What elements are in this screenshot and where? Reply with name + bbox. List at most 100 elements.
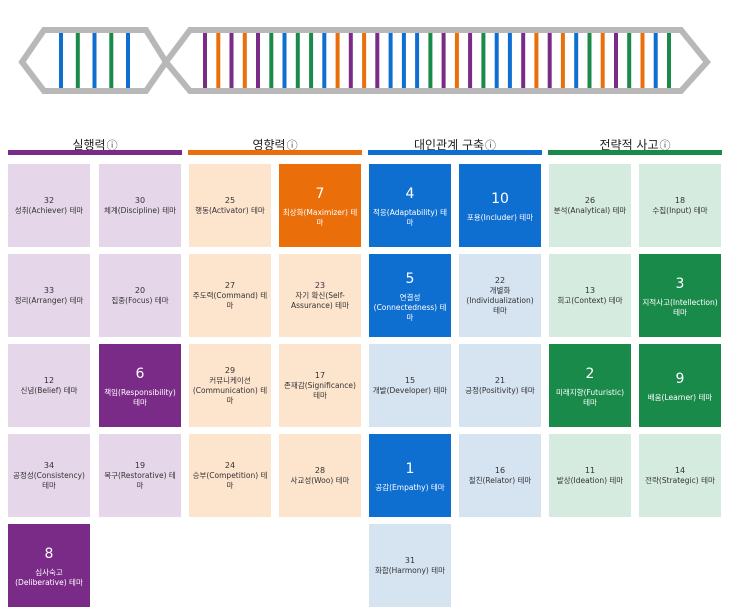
theme-rank: 6 bbox=[135, 365, 145, 382]
dna-long-stripes bbox=[203, 33, 671, 88]
theme-tile-positivity[interactable]: 21 긍정(Positivity) 테마 bbox=[459, 344, 541, 427]
theme-rank: 1 bbox=[405, 460, 415, 477]
theme-tile-activator[interactable]: 25 행동(Activator) 테마 bbox=[189, 164, 271, 247]
theme-rank: 8 bbox=[44, 545, 54, 562]
theme-tile-analytical[interactable]: 26 분석(Analytical) 테마 bbox=[549, 164, 631, 247]
theme-tile-deliberative[interactable]: 8 심사숙고(Deliberative) 테마 bbox=[8, 524, 90, 607]
theme-tile-context[interactable]: 13 회고(Context) 테마 bbox=[549, 254, 631, 337]
dna-stripe-blue bbox=[653, 33, 658, 88]
theme-tile-harmony[interactable]: 31 화합(Harmony) 테마 bbox=[369, 524, 451, 607]
dna-stripe-orange bbox=[242, 33, 247, 88]
dna-strand-graphic bbox=[18, 27, 711, 94]
info-icon[interactable]: ⓘ bbox=[106, 139, 118, 152]
theme-tile-intellection[interactable]: 3 지적사고(Intellection) 테마 bbox=[639, 254, 721, 337]
dna-stripe-green bbox=[109, 33, 114, 88]
theme-name: 행동(Activator) 테마 bbox=[195, 206, 265, 215]
dna-stripe-purple bbox=[348, 33, 353, 88]
theme-tile-individualization[interactable]: 22 개별화(Individualization) 테마 bbox=[459, 254, 541, 337]
dna-stripe-purple bbox=[468, 33, 473, 88]
theme-rank: 22 bbox=[494, 276, 506, 285]
theme-tile-command[interactable]: 27 주도력(Command) 테마 bbox=[189, 254, 271, 337]
theme-tile-strategic[interactable]: 14 전략(Strategic) 테마 bbox=[639, 434, 721, 517]
info-icon[interactable]: ⓘ bbox=[286, 139, 298, 152]
dna-stripe-purple bbox=[521, 33, 526, 88]
theme-rank: 21 bbox=[494, 376, 506, 385]
theme-tile-adaptability[interactable]: 4 적응(Adaptability) 테마 bbox=[369, 164, 451, 247]
theme-tile-competition[interactable]: 24 승부(Competition) 테마 bbox=[189, 434, 271, 517]
category-bar-influencing bbox=[188, 150, 362, 155]
theme-tile-responsibility[interactable]: 6 책임(Responsibility) 테마 bbox=[99, 344, 181, 427]
dna-stripe-orange bbox=[335, 33, 340, 88]
dna-stripe-purple bbox=[256, 33, 260, 88]
category-bar-relationship bbox=[368, 150, 542, 155]
dna-stripe-blue bbox=[282, 33, 287, 88]
theme-tile-restorative[interactable]: 19 복구(Restorative) 테마 bbox=[99, 434, 181, 517]
theme-rank: 28 bbox=[314, 466, 326, 475]
dna-stripe-purple bbox=[203, 33, 207, 88]
dna-stripe-purple bbox=[547, 33, 552, 88]
dna-stripe-green bbox=[587, 33, 592, 88]
theme-rank: 15 bbox=[404, 376, 416, 385]
category-title: 실행력 bbox=[72, 138, 106, 152]
theme-rank: 30 bbox=[134, 196, 146, 205]
theme-name: 공정성(Consistency) 테마 bbox=[13, 471, 85, 490]
theme-name: 발상(Ideation) 테마 bbox=[556, 476, 624, 485]
theme-rank: 34 bbox=[43, 461, 55, 470]
category-header-relationship: 대인관계 구축ⓘ bbox=[368, 136, 542, 152]
theme-name: 포용(Includer) 테마 bbox=[466, 212, 534, 222]
theme-tile-relator[interactable]: 16 절친(Relator) 테마 bbox=[459, 434, 541, 517]
theme-tile-communication[interactable]: 29 커뮤니케이션(Communication) 테마 bbox=[189, 344, 271, 427]
theme-rank: 20 bbox=[134, 286, 146, 295]
dna-long-frame bbox=[162, 27, 711, 94]
dna-stripe-blue bbox=[59, 33, 63, 88]
theme-name: 정리(Arranger) 테마 bbox=[14, 296, 84, 305]
theme-tile-maximizer[interactable]: 7 최상화(Maximizer) 테마 bbox=[279, 164, 361, 247]
theme-rank: 29 bbox=[224, 366, 236, 375]
dna-stripe-blue bbox=[574, 33, 579, 88]
theme-tile-developer[interactable]: 15 개발(Developer) 테마 bbox=[369, 344, 451, 427]
theme-tile-consistency[interactable]: 34 공정성(Consistency) 테마 bbox=[8, 434, 90, 517]
dna-stripe-purple bbox=[229, 33, 234, 88]
dna-stripe-orange bbox=[454, 33, 459, 88]
theme-name: 미래지향(Futuristic) 테마 bbox=[555, 387, 625, 407]
theme-name: 커뮤니케이션(Communication) 테마 bbox=[192, 376, 268, 405]
theme-rank: 26 bbox=[584, 196, 596, 205]
theme-name: 수집(Input) 테마 bbox=[652, 206, 708, 215]
theme-tile-significance[interactable]: 17 존재감(Significance) 테마 bbox=[279, 344, 361, 427]
theme-name: 화합(Harmony) 테마 bbox=[374, 566, 446, 575]
theme-tile-focus[interactable]: 20 집중(Focus) 테마 bbox=[99, 254, 181, 337]
theme-tile-learner[interactable]: 9 배움(Learner) 테마 bbox=[639, 344, 721, 427]
category-title: 전략적 사고 bbox=[599, 138, 659, 152]
dna-stripe-green bbox=[627, 33, 632, 88]
info-icon[interactable]: ⓘ bbox=[659, 139, 671, 152]
dna-stripe-purple bbox=[614, 33, 618, 88]
theme-tile-empathy[interactable]: 1 공감(Empathy) 테마 bbox=[369, 434, 451, 517]
theme-tile-achiever[interactable]: 32 성취(Achiever) 테마 bbox=[8, 164, 90, 247]
theme-tile-ideation[interactable]: 11 발상(Ideation) 테마 bbox=[549, 434, 631, 517]
dna-stripe-orange bbox=[216, 33, 221, 88]
category-title: 영향력 bbox=[252, 138, 286, 152]
theme-tile-arranger[interactable]: 33 정리(Arranger) 테마 bbox=[8, 254, 90, 337]
dna-stripe-green bbox=[295, 33, 300, 88]
theme-tile-futuristic[interactable]: 2 미래지향(Futuristic) 테마 bbox=[549, 344, 631, 427]
theme-rank: 13 bbox=[584, 286, 596, 295]
theme-name: 전략(Strategic) 테마 bbox=[645, 476, 715, 485]
theme-tile-self-assurance[interactable]: 23 자기 확신(Self-Assurance) 테마 bbox=[279, 254, 361, 337]
theme-rank: 5 bbox=[405, 270, 415, 287]
theme-tile-input[interactable]: 18 수집(Input) 테마 bbox=[639, 164, 721, 247]
theme-tile-discipline[interactable]: 30 체계(Discipline) 테마 bbox=[99, 164, 181, 247]
theme-name: 적응(Adaptability) 테마 bbox=[373, 207, 447, 227]
theme-tile-connectedness[interactable]: 5 연결성(Connectedness) 테마 bbox=[369, 254, 451, 337]
theme-name: 사교성(Woo) 테마 bbox=[290, 476, 350, 485]
theme-rank: 25 bbox=[224, 196, 236, 205]
theme-name: 공감(Empathy) 테마 bbox=[375, 482, 445, 492]
dna-stripe-green bbox=[428, 33, 433, 88]
theme-tile-woo[interactable]: 28 사교성(Woo) 테마 bbox=[279, 434, 361, 517]
dna-stripe-orange bbox=[560, 33, 565, 88]
dna-short-stripes bbox=[59, 33, 130, 88]
theme-name: 개별화(Individualization) 테마 bbox=[466, 286, 534, 315]
category-header-strategic: 전략적 사고ⓘ bbox=[548, 136, 722, 152]
info-icon[interactable]: ⓘ bbox=[485, 139, 497, 152]
theme-tile-includer[interactable]: 10 포용(Includer) 테마 bbox=[459, 164, 541, 247]
theme-tile-belief[interactable]: 12 신념(Belief) 테마 bbox=[8, 344, 90, 427]
